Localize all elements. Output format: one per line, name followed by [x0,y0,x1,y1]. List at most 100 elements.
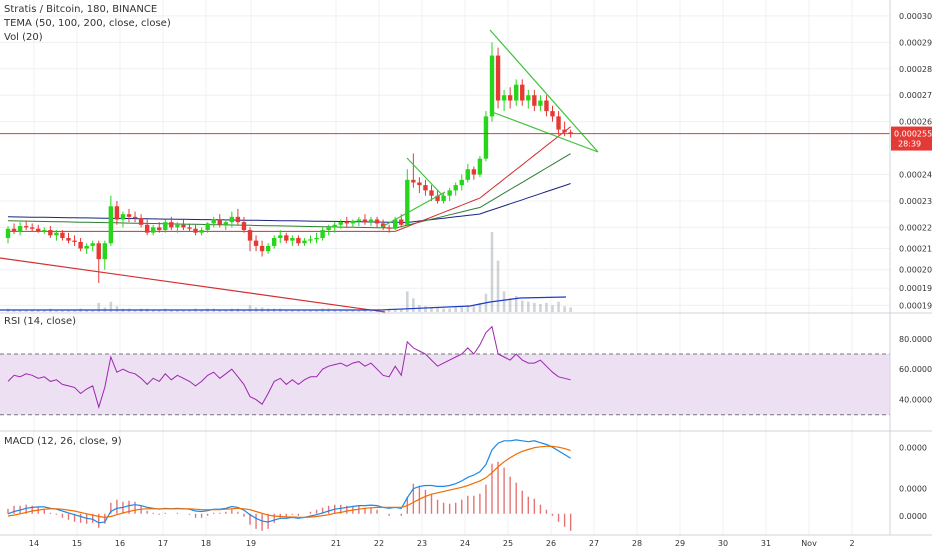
x-tick-label: 2 [849,539,854,548]
y-tick-label: 0.0002200 [899,223,932,232]
candle-body [223,222,228,225]
y-tick-label: 0.0002120 [899,245,932,254]
volume-bar [357,309,361,312]
candle-body [320,230,325,238]
candle-body [126,214,132,217]
x-tick-label: 24 [460,539,470,548]
x-tick-label: 30 [718,539,728,548]
candle-body [507,95,513,101]
volume-bar [393,308,397,312]
volume-bar [527,301,530,312]
volume-bar [539,304,542,312]
candle-body [205,223,210,231]
rsi-tick-label: 80.0000 [899,335,932,344]
candle-body [356,219,362,221]
candle-body [526,95,531,101]
candle-body [30,227,35,229]
volume-bar [502,291,506,312]
grid-lines [0,0,890,535]
x-tick-label: 23 [417,539,427,548]
vol-legend: Vol (20) [4,32,43,43]
volume-bar [514,296,518,312]
volume-bar [351,309,355,312]
tema-50-line [8,126,571,232]
volume-bar [170,309,173,312]
candle-body [163,222,168,231]
x-tick-label: 19 [246,539,256,548]
candle-body [272,237,277,246]
candle-body [54,232,59,236]
candle-body [296,237,301,244]
candle-body [423,185,428,191]
trendline-green [379,191,446,229]
y-tick-label: 0.0003000 [899,12,932,21]
candle-body [102,243,107,260]
candle-body [489,55,495,117]
y-tick-label: 0.0001905 [899,301,932,310]
price-tag-countdown: 28:39 [898,140,921,149]
candle-body [538,100,543,106]
symbol-title: Stratis / Bitcoin, 180, BINANCE [4,4,158,15]
volume-bar [85,309,88,312]
candle-body [23,226,29,228]
rsi-tick-label: 40.0000 [899,396,932,405]
rsi-pane [0,325,890,416]
candle-body [84,245,89,249]
volume-bar [399,308,403,312]
x-tick-label: 22 [374,539,384,548]
candle-body [520,84,525,101]
volume-bar [569,307,572,312]
candle-body [362,219,368,223]
candle-body [114,206,120,220]
candle-body [11,228,17,232]
candle-body [193,228,198,233]
trendline-green [406,157,446,199]
volume-bar [73,309,76,312]
candle-body [368,219,374,223]
volume-bar [448,308,451,312]
x-tick-label: 27 [589,539,599,548]
y-tick-label: 0.0002300 [899,197,932,206]
volume-bar [381,309,385,312]
volume-bar [151,309,155,312]
volume-bar [436,307,439,312]
candle-body [17,226,23,232]
candle-body [120,214,126,220]
candle-body [495,55,501,101]
volume-bar [285,309,288,312]
rsi-tick-label: 60.0000 [899,365,932,374]
price-tag-value: 0.0002555 [894,130,932,139]
volume-bar [454,307,457,312]
price-legend: Stratis / Bitcoin, 180, BINANCE TEMA (50… [4,3,171,45]
volume-bar [551,305,554,312]
volume-bar [478,302,482,312]
x-tick-label: 21 [331,539,341,548]
candle-body [344,222,349,224]
candle-body [447,190,452,196]
candle-body [350,220,356,224]
macd-tick-label: 0.0000 [899,512,927,521]
candle-body [259,245,265,252]
candle-body [453,185,458,191]
candle-body [501,95,507,101]
y-tick-label: 0.0002700 [899,91,932,100]
candle-body [151,227,156,233]
volume-bar [297,309,300,312]
volume-bar [188,309,191,312]
candle-body [265,245,271,252]
candle-body [132,216,138,219]
volume-bar [218,309,222,312]
volume-bar [24,309,28,312]
volume-bar [309,309,312,312]
price-pane [0,29,890,313]
tema-legend: TEMA (50, 100, 200, close, close) [4,18,171,29]
candle-body [386,227,392,229]
candle-body [278,235,283,238]
trendline-red [0,257,386,313]
candle-body [568,132,573,134]
volume-bar [412,298,415,312]
trendline-green [491,111,599,153]
rsi-line [7,325,571,409]
signal-line [7,445,571,519]
